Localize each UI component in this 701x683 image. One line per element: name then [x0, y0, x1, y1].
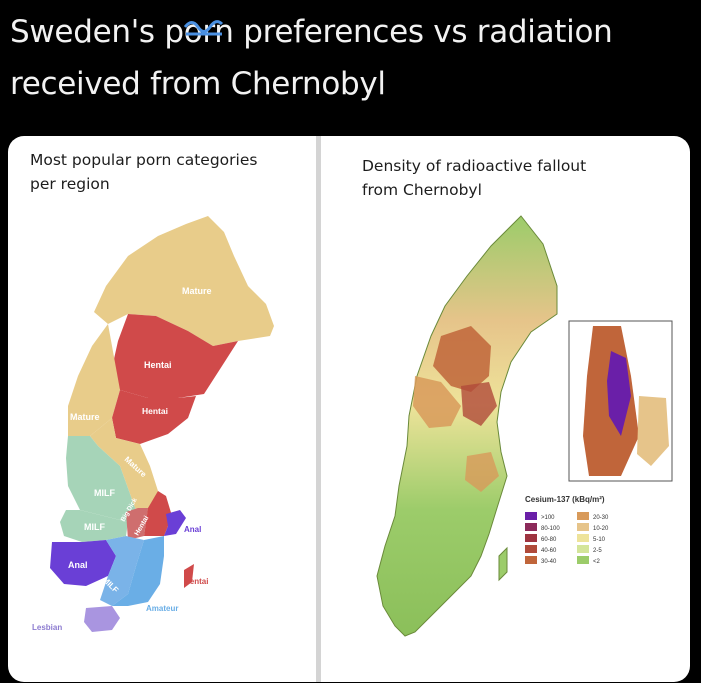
legend-label: <2 [593, 559, 601, 565]
label-amateur: Amateur [146, 604, 178, 613]
region-bigdick [126, 508, 148, 540]
label-hentai-1: Hentai [144, 360, 172, 370]
legend-label: 2-5 [593, 548, 602, 554]
fallout-map: Cesium-137 (kBq/m²) >100 80-100 60-80 40-60… [376, 215, 673, 637]
region-anal-west [50, 540, 116, 586]
region-milf-north [66, 436, 138, 522]
fallout-hotspot-3 [461, 382, 497, 426]
scribble-mark [183, 20, 223, 36]
label-anal-west: Anal [68, 560, 88, 570]
legend-label: 10-20 [593, 526, 609, 532]
headline-line-2: received from Chernobyl [10, 66, 386, 102]
label-mature-north: Mature [182, 286, 212, 296]
region-milf-southwest [60, 510, 128, 542]
label-anal-east: Anal [184, 525, 201, 534]
legend-label: 60-80 [541, 537, 557, 543]
legend-label: 5-10 [593, 537, 606, 543]
porn-category-map: Mature Hentai Hentai Mature Mature MILF … [32, 216, 274, 632]
panel-divider [316, 136, 321, 682]
comparison-card: Most popular porn categories per region … [8, 136, 690, 682]
region-anal-east [164, 510, 186, 536]
legend-label: 80-100 [541, 526, 560, 532]
sweden-fallout-shape [376, 215, 558, 637]
fallout-hotspot-1 [433, 326, 491, 392]
label-hentai-gotland: Hentai [184, 577, 208, 586]
region-mature-west [68, 324, 120, 436]
legend-swatch [525, 556, 537, 564]
label-hentai-2: Hentai [142, 406, 168, 416]
label-lesbian: Lesbian [32, 623, 62, 632]
region-amateur [112, 536, 164, 606]
left-panel-title: Most popular porn categories per region [30, 151, 258, 193]
legend-title: Cesium-137 (kBq/m²) [525, 495, 605, 504]
fallout-hotspot-4 [465, 452, 499, 492]
legend-label: >100 [541, 515, 555, 521]
legend-swatch [525, 545, 537, 553]
region-mature-diagonal [90, 418, 158, 516]
legend-swatch [577, 523, 589, 531]
legend-label: 40-60 [541, 548, 557, 554]
region-gotland [184, 564, 194, 588]
headline: Sweden's porn preferences vs radiation r… [10, 6, 690, 110]
legend-swatch [577, 534, 589, 542]
label-mature-west: Mature [70, 412, 100, 422]
fallout-gotland [498, 546, 508, 582]
region-hentai-east [144, 491, 172, 536]
right-panel-title: Density of radioactive fallout from Cher… [362, 157, 587, 199]
inset-map [568, 320, 673, 482]
legend-swatch [525, 534, 537, 542]
legend-swatch [525, 523, 537, 531]
legend-swatch [525, 512, 537, 520]
legend-swatch [577, 545, 589, 553]
fallout-hotspot-2 [413, 376, 461, 428]
headline-line-1: Sweden's porn preferences vs radiation [10, 6, 690, 58]
region-lesbian [84, 606, 120, 632]
region-milf-south [100, 536, 144, 606]
scribbled-word: orn [183, 14, 234, 50]
legend-label: 20-30 [593, 515, 609, 521]
legend-swatch [577, 512, 589, 520]
legend-label: 30-40 [541, 559, 557, 565]
legend-swatch [577, 556, 589, 564]
cesium-legend: Cesium-137 (kBq/m²) >100 80-100 60-80 40-60… [525, 495, 609, 565]
label-milf-2: MILF [84, 522, 105, 532]
label-milf-1: MILF [94, 488, 115, 498]
region-hentai-top [112, 314, 238, 398]
region-hentai-middle [112, 390, 196, 444]
region-mature-north [94, 216, 274, 346]
